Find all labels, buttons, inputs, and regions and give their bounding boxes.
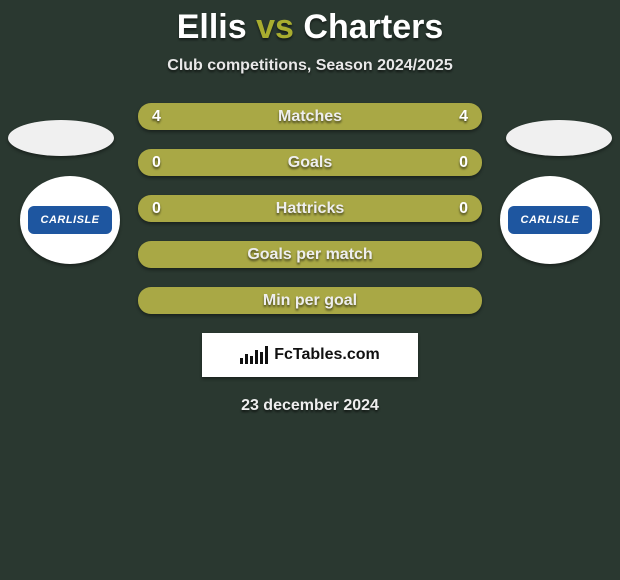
stat-left-value: 4: [152, 108, 192, 126]
stat-row-min-per-goal: Min per goal: [138, 287, 482, 314]
subtitle: Club competitions, Season 2024/2025: [0, 57, 620, 75]
page-title: Ellis vs Charters: [0, 0, 620, 47]
title-player-left: Ellis: [177, 8, 247, 46]
bar-chart-icon: [240, 346, 268, 364]
stat-label: Goals per match: [247, 246, 372, 264]
stat-right-value: 0: [428, 154, 468, 172]
stat-row-hattricks: 0 Hattricks 0: [138, 195, 482, 222]
stat-row-goals: 0 Goals 0: [138, 149, 482, 176]
stat-label: Hattricks: [276, 200, 344, 218]
stat-label: Matches: [278, 108, 342, 126]
source-text: FcTables.com: [274, 346, 380, 364]
stats-table: 4 Matches 4 0 Goals 0 0 Hattricks 0 Goal…: [0, 103, 620, 314]
title-vs: vs: [256, 8, 294, 46]
stat-right-value: 0: [428, 200, 468, 218]
stat-row-goals-per-match: Goals per match: [138, 241, 482, 268]
stat-left-value: 0: [152, 200, 192, 218]
source-attribution: FcTables.com: [202, 333, 418, 377]
stat-right-value: 4: [428, 108, 468, 126]
stat-label: Goals: [288, 154, 332, 172]
stat-left-value: 0: [152, 154, 192, 172]
stat-label: Min per goal: [263, 292, 357, 310]
title-player-right: Charters: [303, 8, 443, 46]
date-label: 23 december 2024: [0, 397, 620, 415]
stat-row-matches: 4 Matches 4: [138, 103, 482, 130]
